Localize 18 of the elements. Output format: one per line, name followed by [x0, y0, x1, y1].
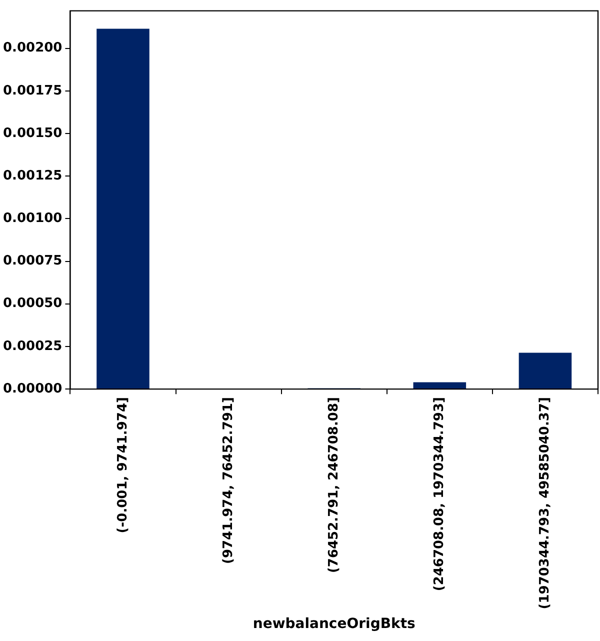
x-tick-label: (9741.974, 76452.791] — [220, 397, 236, 564]
y-tick-label: 0.00000 — [2, 381, 62, 396]
x-tick-label: (246708.08, 1970344.793] — [432, 397, 448, 592]
bar — [96, 28, 150, 389]
y-tick-label: 0.00200 — [2, 40, 62, 56]
x-tick-label: (1970344.793, 49585040.37] — [538, 397, 553, 610]
y-tick-label: 0.00125 — [2, 168, 62, 184]
x-axis-title: newbalanceOrigBkts — [252, 616, 416, 632]
y-tick-label: 0.00175 — [2, 83, 62, 98]
y-tick-label: 0.00150 — [2, 126, 62, 141]
x-tick-label: (76452.791, 246708.08] — [326, 397, 342, 574]
y-tick-label: 0.00100 — [2, 211, 62, 226]
y-tick-label: 0.00050 — [2, 296, 62, 312]
y-tick-label: 0.00075 — [2, 254, 62, 269]
bar — [518, 352, 572, 389]
bar — [413, 382, 466, 389]
x-tick-label: (-0.001, 9741.974] — [115, 397, 130, 534]
y-tick-label: 0.00025 — [2, 338, 62, 354]
